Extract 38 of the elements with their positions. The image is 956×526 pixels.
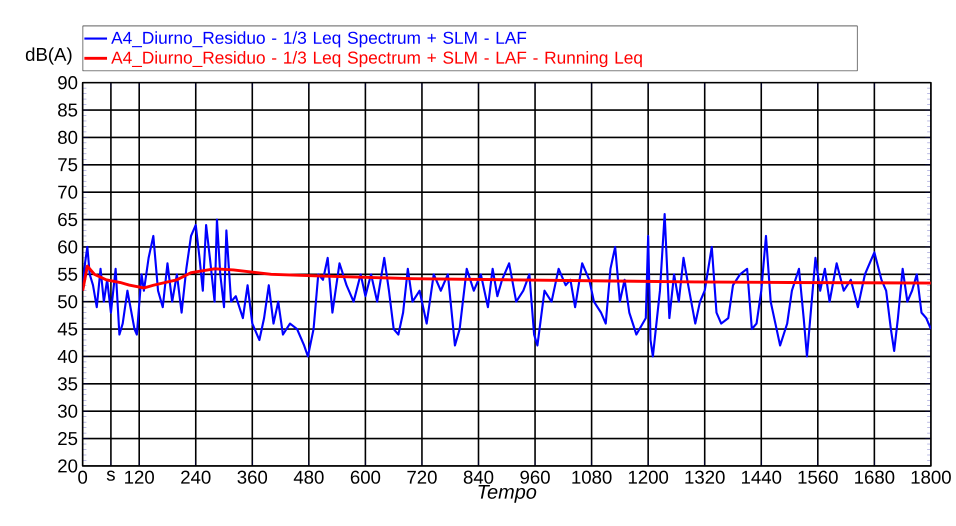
y-tick-label: 80 (58, 130, 78, 144)
legend-label: A4_Diurno_Residuo - 1/3 Leq Spectrum + SLM - LAF - Running Leq (111, 51, 642, 68)
x-tick-label: 720 (407, 470, 437, 484)
x-tick-label: 1440 (742, 470, 782, 484)
x-tick-label: 1200 (628, 470, 668, 484)
x-tick-label: 600 (350, 470, 380, 484)
x-tick-label: 1680 (855, 470, 894, 484)
x-tick-label: 960 (520, 470, 550, 484)
y-axis-title: dB(A) (26, 48, 72, 65)
y-tick-label: 55 (58, 268, 78, 281)
legend-label: A4_Diurno_Residuo - 1/3 Leq Spectrum + SLM - LAF (111, 31, 526, 48)
x-tick-label: 1080 (572, 470, 612, 484)
y-tick-label: 50 (58, 295, 78, 308)
y-tick-label: 65 (58, 213, 78, 226)
x-tick-label: 1320 (685, 470, 725, 484)
line-series (82, 213, 931, 358)
x-tick-label: s (106, 470, 115, 481)
y-tick-label: 85 (58, 104, 78, 117)
y-tick-label: 35 (58, 377, 78, 391)
y-tick-label: 45 (58, 322, 78, 336)
x-tick-label: 840 (464, 470, 494, 484)
y-tick-label: 75 (58, 158, 78, 172)
x-tick-label: 1560 (798, 470, 838, 484)
y-tick-label: 70 (58, 186, 78, 199)
y-tick-label: 20 (58, 460, 78, 473)
x-axis-title: Tempo (478, 485, 536, 503)
y-tick-label: 60 (58, 240, 78, 254)
x-tick-label: 0 (78, 470, 88, 484)
y-tick-label: 90 (58, 76, 78, 90)
x-tick-label: 360 (238, 470, 268, 484)
y-tick-label: 40 (58, 350, 78, 364)
x-tick-label: 120 (125, 470, 154, 484)
y-tick-label: 25 (58, 432, 78, 446)
x-tick-label: 1800 (912, 470, 951, 484)
line-series (82, 264, 931, 292)
x-tick-label: 480 (294, 470, 324, 484)
y-tick-label: 30 (58, 404, 78, 418)
x-tick-label: 240 (181, 470, 211, 484)
